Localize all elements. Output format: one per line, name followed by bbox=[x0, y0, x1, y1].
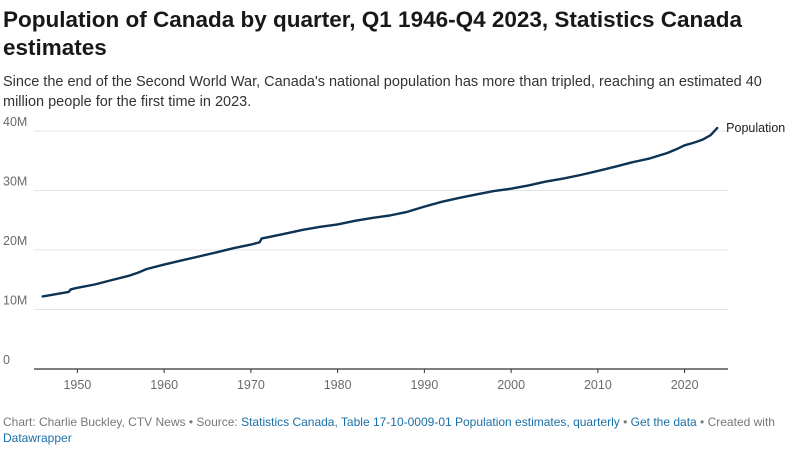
x-tick-label: 1960 bbox=[150, 378, 178, 392]
y-axis-tick-labels: 0 10M 20M 30M 40M bbox=[3, 115, 27, 367]
get-data-link[interactable]: Get the data bbox=[630, 415, 697, 429]
datawrapper-link[interactable]: Datawrapper bbox=[3, 431, 72, 445]
chart-credit: Chart: Charlie Buckley, CTV News bbox=[3, 415, 186, 429]
footer-separator: • bbox=[700, 415, 705, 429]
chart-subtitle: Since the end of the Second World War, C… bbox=[3, 74, 762, 110]
y-tick-label: 20M bbox=[3, 234, 27, 248]
x-tick-label: 1950 bbox=[63, 378, 91, 392]
x-tick-label: 2000 bbox=[497, 378, 525, 392]
y-tick-label: 30M bbox=[3, 175, 27, 189]
series-label-population: Population bbox=[726, 121, 785, 135]
series-line-population bbox=[41, 126, 719, 298]
x-tick-label: 2020 bbox=[671, 378, 699, 392]
footer-separator: • bbox=[188, 415, 194, 429]
y-tick-label: 0 bbox=[3, 353, 10, 367]
chart-title: Population of Canada by quarter, Q1 1946… bbox=[3, 7, 742, 60]
series-lines: Population bbox=[41, 121, 785, 298]
created-with-text: Created with bbox=[707, 415, 775, 429]
line-chart: 0 10M 20M 30M 40M 1950 1960 1970 1980 1990 2000 20… bbox=[3, 115, 785, 392]
x-tick-label: 2010 bbox=[584, 378, 612, 392]
x-tick-label: 1990 bbox=[410, 378, 438, 392]
source-prefix: Source: bbox=[196, 415, 238, 429]
y-tick-label: 40M bbox=[3, 115, 27, 129]
footer-separator: • bbox=[623, 415, 628, 429]
y-tick-label: 10M bbox=[3, 294, 27, 308]
x-tick-label: 1970 bbox=[237, 378, 265, 392]
source-link[interactable]: Statistics Canada, Table 17-10-0009-01 P… bbox=[241, 415, 620, 429]
gridlines bbox=[34, 130, 728, 370]
chart-footer: Chart: Charlie Buckley, CTV News • Sourc… bbox=[3, 414, 793, 446]
x-tick-label: 1980 bbox=[324, 378, 352, 392]
x-axis-tick-labels: 1950 1960 1970 1980 1990 2000 2010 2020 bbox=[63, 369, 699, 392]
